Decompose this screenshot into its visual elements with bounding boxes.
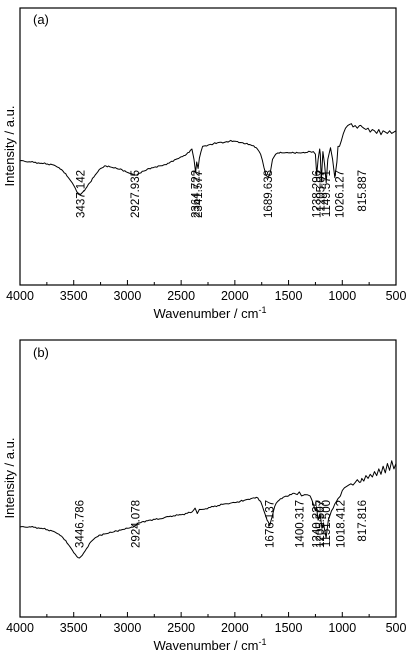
panel-a-x-tick-label: 500	[386, 289, 407, 303]
panel-a-spectrum-line	[19, 123, 397, 195]
panel-b-x-tick-label: 3500	[60, 621, 88, 635]
panel-b-peak-label: 3446.786	[74, 500, 86, 548]
panel-b-x-axis-label: Wavenumber / cm-1	[153, 637, 266, 653]
panel-b-x-tick-label: 2000	[221, 621, 249, 635]
panel-a-peak-label: 1149.571	[321, 170, 333, 217]
panel-b-peak-label: 817.816	[357, 500, 369, 542]
panel-a-x-tick-label: 1000	[328, 289, 356, 303]
panel-a-x-tick-label: 3500	[60, 289, 88, 303]
panel-a-peak-label: 1205.07	[315, 170, 327, 212]
panel-a-peak-label: 3437.142	[76, 170, 88, 218]
panel-a-label: (a)	[33, 12, 49, 27]
panel-b-peak-label: 1240.225	[312, 500, 324, 548]
panel-a-x-axis-label: Wavenumber / cm-1	[153, 305, 266, 321]
panel-b-x-axis-label-text: Wavenumber / cm	[153, 638, 258, 653]
panel-a-x-tick-label: 4000	[6, 289, 34, 303]
panel-b-peak-label: 1676.137	[265, 500, 277, 548]
panel-a-peak-label: 2927.935	[130, 170, 142, 218]
panel-a-peak-label: 815.887	[357, 170, 369, 212]
panel-b-peak-label: 1400.317	[294, 500, 306, 548]
panel-b-peak-label: 2924.078	[131, 500, 143, 548]
panel-b-peak-label: 1151.500	[321, 500, 333, 547]
panel-a-x-axis-label-text: Wavenumber / cm	[153, 306, 258, 321]
panel-a-y-axis-label: Intensity / a.u.	[2, 106, 17, 187]
panel-b-y-axis-label: Intensity / a.u.	[2, 438, 17, 519]
panel-a-peak-label: 2341.577	[193, 170, 205, 218]
panel-a-peak-label: 1238.296	[312, 170, 324, 218]
panel-a-x-tick-label: 2000	[221, 289, 249, 303]
panel-a-peak-label: 1026.127	[335, 170, 347, 218]
panel-b-x-tick-label: 3000	[114, 621, 142, 635]
panel-a-x-tick-label: 3000	[114, 289, 142, 303]
panel-b-x-axis-label-sup: -1	[258, 637, 266, 647]
panel-a-peak-label: 1689.638	[263, 170, 275, 218]
panel-b-spectrum-line	[19, 460, 397, 559]
panel-b-frame	[19, 339, 397, 618]
panel-b-x-tick-label: 1000	[328, 621, 356, 635]
panel-b-x-tick-label: 1500	[275, 621, 303, 635]
panel-b-peak-label: 1018.412	[335, 500, 347, 548]
panel-b-label: (b)	[33, 345, 49, 360]
panel-a-x-axis-label-sup: -1	[258, 305, 266, 315]
panel-b-x-tick-label: 4000	[6, 621, 34, 635]
panel-b-x-tick-label: 500	[386, 621, 407, 635]
panel-a-x-tick-label: 1500	[275, 289, 303, 303]
panel-a-x-tick-label: 2500	[167, 289, 195, 303]
panel-a-peak-label: 2364.722	[191, 170, 203, 218]
panel-a-chart: (a) Intensity / a.u. Wavenumber / cm-1 4…	[2, 7, 407, 321]
panel-b-x-tick-label: 2500	[167, 621, 195, 635]
panel-b-chart: (b) Intensity / a.u. Wavenumber / cm-1 4…	[2, 339, 407, 653]
panel-b-peak-label: 1205.507	[315, 500, 327, 548]
